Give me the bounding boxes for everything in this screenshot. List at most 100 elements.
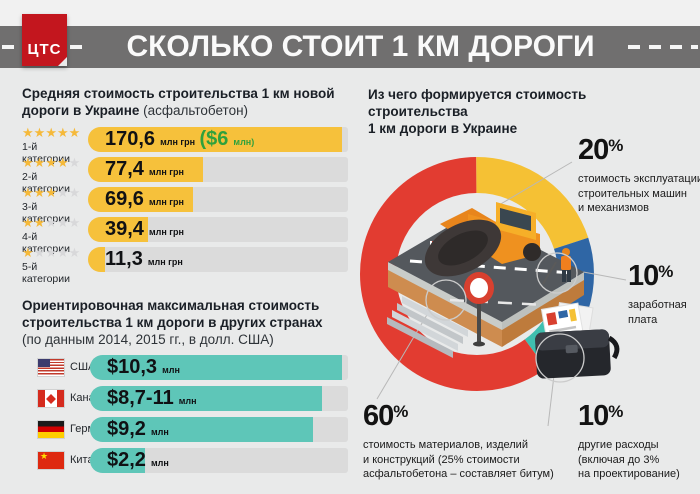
cost-value: 77,4 — [105, 158, 144, 180]
bar-fill — [88, 247, 106, 272]
star-icon: ★ — [68, 155, 81, 170]
bar-fill — [88, 217, 149, 242]
de-flag-icon — [38, 421, 64, 438]
cost-unit: млн грн — [148, 167, 184, 177]
percent-sign: % — [658, 262, 674, 281]
road-dash-left — [2, 45, 18, 49]
pie-label-line: на проектирование) — [578, 468, 680, 480]
pie-label-wages: 10% заработная плата — [628, 262, 700, 327]
bar-value: 77,4 млн грн — [105, 157, 184, 185]
cost-unit: млн — [162, 365, 180, 375]
ukraine-title-bold: Средняя стоимость строительства 1 км нов… — [22, 86, 335, 118]
pie-label-line: плата — [628, 313, 658, 326]
cost-value: $10,3 — [107, 356, 158, 378]
category-label: 3-й категории — [22, 201, 70, 225]
star-icon: ★ — [33, 155, 46, 170]
beams-stack — [387, 296, 468, 358]
percent-sign: % — [608, 402, 624, 421]
star-icon: ★ — [56, 185, 69, 200]
countries-title-bold: Ориентировочная максимальная стоимость с… — [22, 298, 323, 330]
page-title: СКОЛЬКО СТОИТ 1 КМ ДОРОГИ — [126, 30, 595, 63]
pie-label-line: заработная — [628, 299, 687, 311]
category-rating: ★★★★★ 3-й категории — [22, 185, 86, 225]
cost-value: 69,6 — [105, 188, 144, 210]
star-icon: ★ — [22, 245, 34, 260]
ca-flag-icon — [38, 390, 64, 407]
countries-title-note: (по данным 2014, 2015 гг., в долл. США) — [22, 332, 274, 347]
bar-fill — [90, 417, 313, 442]
star-rating: ★★★★★ — [22, 245, 86, 260]
bar-track: $9,2 млн — [90, 417, 348, 442]
china-star-icon: ★ — [40, 451, 49, 461]
bar-track: $2,2 млн — [90, 448, 348, 473]
star-icon: ★ — [56, 245, 69, 260]
star-icon: ★ — [68, 245, 81, 260]
bar-value: $9,2 млн — [107, 417, 169, 445]
road-roller — [424, 202, 541, 277]
cost-value: $8,7-11 — [107, 387, 174, 409]
star-icon: ★ — [33, 185, 46, 200]
bar-fill — [88, 157, 203, 182]
ukraine-section-title: Средняя стоимость строительства 1 км нов… — [22, 85, 354, 119]
country-row-Китай: ★ Китай $2,2 млн — [0, 448, 352, 474]
pie-label-machines: 20% стоимость эксплуатации строительных м… — [578, 136, 700, 216]
percent-description: заработная плата — [628, 298, 700, 327]
pie-label-line: другие расходы — [578, 439, 659, 451]
donut-segment-4 — [360, 157, 594, 391]
star-icon: ★ — [22, 215, 34, 230]
pie-label-line: и механизмов — [578, 202, 649, 214]
focus-circles — [425, 252, 585, 383]
pie-label-line: асфальтобетона – составляет битум) — [363, 468, 554, 480]
cost-unit: млн — [178, 396, 197, 406]
bar-value: 11,3 млн грн — [105, 247, 183, 275]
pie-label-line: и конструкций (25% стоимости — [363, 453, 520, 466]
star-icon: ★ — [56, 155, 69, 170]
bar-fill — [88, 187, 194, 212]
pie-label-line: строительных машин — [578, 187, 687, 200]
bar-track: 39,4 млн грн — [88, 217, 348, 242]
header-band — [0, 26, 700, 68]
logo-fold-corner — [58, 57, 67, 66]
percent-description: стоимость эксплуатации строительных машин… — [578, 172, 700, 216]
road-dash-mid — [70, 45, 87, 49]
ukraine-title-note: (асфальтобетон) — [143, 103, 249, 118]
category-rating: ★★★★★ 2-й категории — [22, 155, 86, 195]
cts-logo-text: ЦТС — [27, 41, 62, 58]
pie-label-line: стоимость материалов, изделий — [363, 439, 528, 451]
bar-track: $8,7-11 млн — [90, 386, 348, 411]
percent-description: стоимость материалов, изделий и конструкц… — [363, 438, 578, 482]
cost-unit: млн грн — [160, 137, 196, 147]
pie-title-line1: Из чего формируется стоимость строительс… — [368, 87, 587, 119]
road-dash-right — [628, 45, 698, 49]
star-icon: ★ — [68, 185, 81, 200]
bar-track: 69,6 млн грн — [88, 187, 348, 212]
cost-value: $2,2 — [107, 449, 146, 471]
pie-label-other: 10% другие расходы (включая до 3% на проек… — [578, 402, 700, 482]
category-label: 4-й категории — [22, 231, 70, 255]
star-icon: ★ — [22, 185, 34, 200]
percent-value: 60% — [363, 400, 409, 432]
road-construction-illustration — [387, 202, 620, 383]
bar-fill — [90, 448, 145, 473]
star-icon: ★ — [33, 245, 46, 260]
star-icon: ★ — [45, 125, 57, 140]
percent-sign: % — [608, 136, 624, 155]
bar-value: $8,7-11 млн — [107, 386, 197, 414]
ukraine-row-5: ★★★★★ 5-й категории 11,3 млн грн — [0, 245, 352, 285]
percent-value: 10% — [578, 400, 624, 432]
star-icon: ★ — [45, 245, 57, 260]
ukraine-row-4: ★★★★★ 4-й категории 39,4 млн грн — [0, 216, 352, 255]
country-name: США — [70, 361, 96, 373]
usd-unit: млн) — [233, 137, 255, 147]
pie-label-line: стоимость эксплуатации — [578, 173, 700, 185]
top-strip — [0, 0, 700, 26]
star-icon: ★ — [45, 155, 57, 170]
cost-structure-donut-chart — [360, 157, 627, 427]
pie-section-title: Из чего формируется стоимость строительс… — [368, 86, 678, 137]
cost-unit: млн грн — [148, 227, 184, 237]
percent-description: другие расходы (включая до 3% на проектиро… — [578, 438, 700, 482]
category-rating: ★★★★★ 4-й категории — [22, 215, 86, 255]
category-label: 1-й категории — [22, 141, 70, 165]
star-rating: ★★★★★ — [22, 185, 86, 200]
